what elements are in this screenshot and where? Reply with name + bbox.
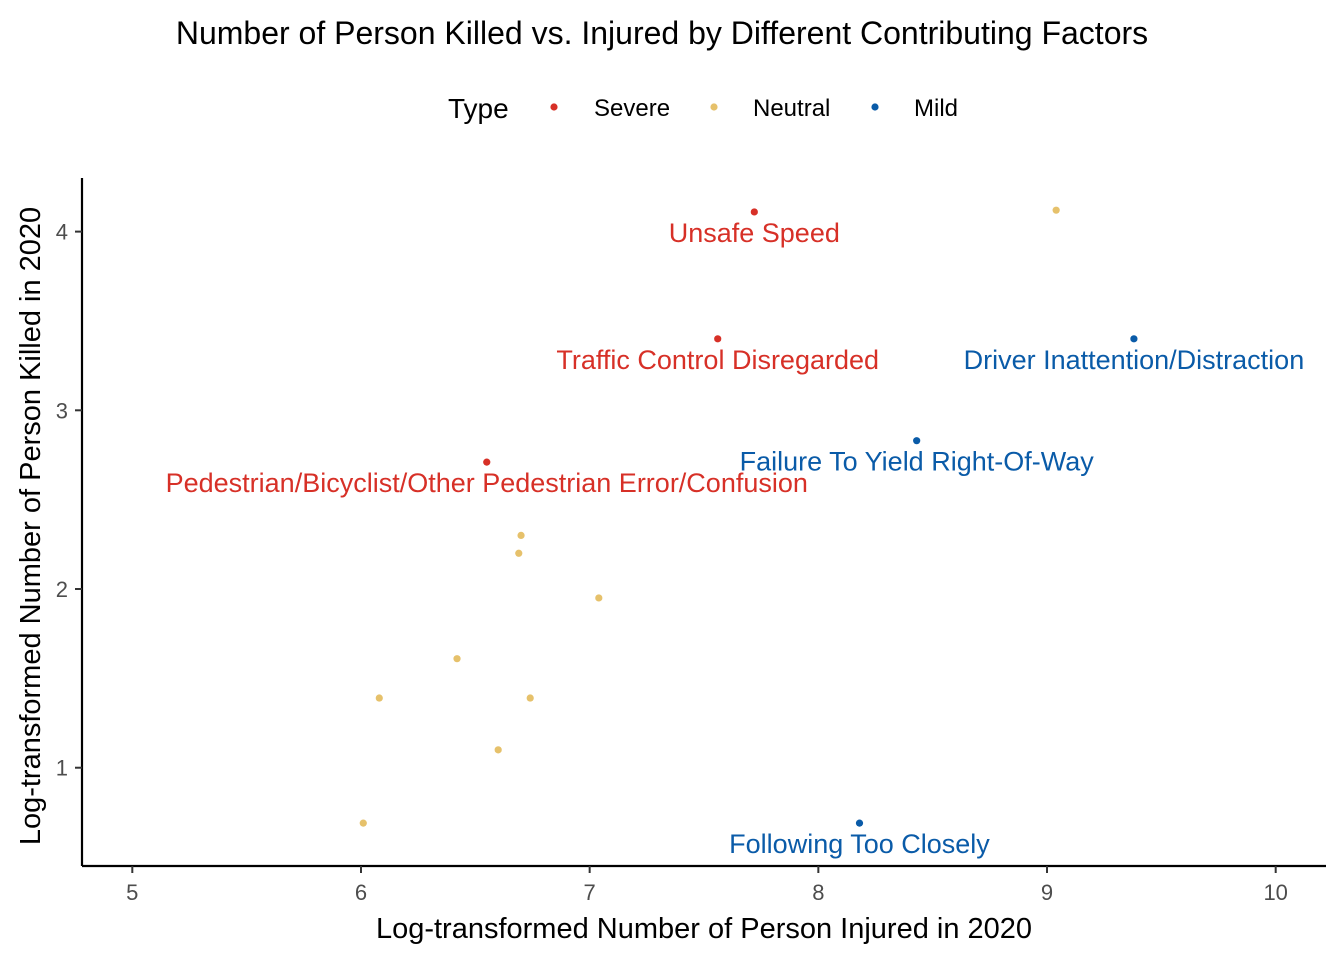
x-axis-title: Log-transformed Number of Person Injured…: [376, 913, 1032, 945]
y-tick-label: 4: [56, 220, 68, 245]
legend-label-neutral: Neutral: [753, 95, 830, 122]
x-tick-label: 10: [1263, 880, 1287, 905]
x-tick-label: 7: [584, 880, 596, 905]
x-tick-label: 5: [126, 880, 138, 905]
data-point-severe: [750, 208, 758, 216]
point-label: Pedestrian/Bicyclist/Other Pedestrian Er…: [166, 468, 808, 498]
point-label: Failure To Yield Right-Of-Way: [740, 447, 1095, 477]
y-axis-title: Log-transformed Number of Person Killed …: [15, 207, 47, 845]
data-point-severe: [714, 335, 722, 343]
legend-key-severe: [550, 103, 558, 111]
data-point-neutral: [494, 746, 502, 754]
data-point-severe: [483, 458, 491, 466]
x-tick-label: 9: [1041, 880, 1053, 905]
axes: 5 6 7 8 9 10 1 2 3 4: [56, 178, 1326, 905]
data-point-mild: [855, 819, 864, 827]
legend-label-severe: Severe: [594, 95, 670, 122]
x-tick-label: 8: [812, 880, 824, 905]
point-label: Following Too Closely: [729, 829, 990, 859]
data-point-neutral: [526, 694, 534, 702]
point-label: Traffic Control Disregarded: [556, 345, 879, 375]
data-points: [359, 206, 1138, 827]
legend-entries: Severe Neutral Mild: [550, 95, 958, 122]
legend: Type Severe Neutral Mild: [448, 93, 958, 124]
data-point-neutral: [375, 694, 383, 702]
point-labels: Unsafe Speed Traffic Control Disregarded P…: [166, 218, 1305, 859]
legend-label-mild: Mild: [914, 95, 958, 122]
data-point-mild: [1130, 335, 1138, 343]
legend-title: Type: [448, 93, 509, 124]
y-tick-label: 3: [56, 398, 68, 423]
data-point-neutral: [359, 819, 367, 827]
data-point-neutral: [515, 549, 523, 557]
chart-title: Number of Person Killed vs. Injured by D…: [176, 15, 1148, 51]
legend-key-neutral: [710, 103, 718, 111]
y-tick-label: 1: [56, 756, 68, 781]
y-tick-label: 2: [56, 577, 68, 602]
data-point-neutral: [517, 531, 525, 540]
x-tick-label: 6: [355, 880, 367, 905]
data-point-neutral: [595, 594, 603, 602]
point-label: Unsafe Speed: [669, 218, 840, 248]
data-point-neutral: [1052, 206, 1060, 214]
data-point-neutral: [453, 655, 461, 663]
point-label: Driver Inattention/Distraction: [964, 345, 1305, 375]
data-point-mild: [913, 437, 921, 445]
legend-key-mild: [871, 103, 879, 111]
